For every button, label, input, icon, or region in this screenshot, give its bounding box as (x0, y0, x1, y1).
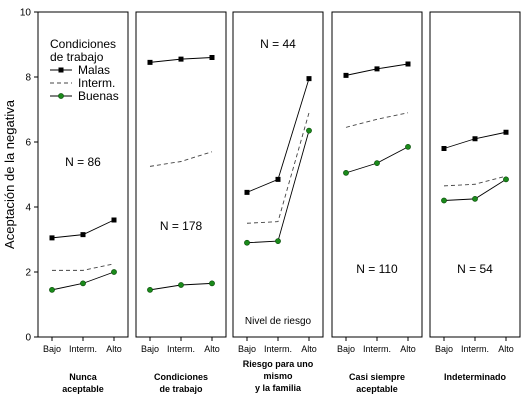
data-point-circle (275, 238, 281, 245)
data-point-circle (111, 269, 117, 275)
data-point-square (343, 72, 349, 78)
data-point-square (178, 56, 184, 62)
legend-marker-square (58, 67, 64, 73)
panel-label-line: mismo (263, 371, 293, 381)
x-tick-label: Bajo (141, 344, 159, 354)
x-tick-label: Bajo (238, 344, 256, 354)
series-line-interm (149, 151, 213, 167)
x-tick-label: Interm. (461, 344, 489, 354)
legend-title-line: de trabajo (50, 50, 104, 64)
series-line-malas (246, 78, 310, 193)
panel-label-line: Nunca (69, 372, 98, 382)
data-point-square (275, 176, 281, 182)
data-point-circle (209, 280, 215, 287)
panel-label: Nunca aceptable (62, 372, 104, 394)
panel-label-line: de trabajo (159, 384, 203, 394)
legend-entry-label: Malas (78, 63, 110, 77)
x-tick-label: Interm. (264, 344, 292, 354)
data-point-square (405, 61, 411, 67)
panel-label-line: Condiciones (154, 372, 208, 382)
data-point-circle (374, 160, 380, 167)
data-point-square (472, 136, 478, 142)
y-tick-label: 8 (25, 73, 31, 84)
data-point-circle (178, 282, 184, 288)
x-tick-label: Alto (106, 344, 122, 354)
y-tick-label: 4 (25, 203, 31, 214)
panel-frame (429, 11, 521, 338)
y-axis-label: Aceptación de la negativa (2, 99, 17, 249)
legend-title: Condiciones de trabajo (50, 37, 116, 64)
data-point-circle (472, 195, 478, 202)
data-point-circle (306, 127, 312, 134)
data-point-circle (49, 286, 55, 293)
y-tick-label: 2 (25, 268, 31, 279)
panel-label: Indeterminado (444, 372, 507, 382)
x-axis-annotation: Nivel de riesgo (245, 316, 312, 327)
x-tick-label: Bajo (43, 344, 61, 354)
series-line-interm (246, 112, 310, 224)
data-point-square (111, 217, 117, 223)
x-tick-label: Interm. (69, 344, 97, 354)
panel-n-label: N = 178 (160, 219, 203, 233)
data-point-square (441, 146, 447, 151)
x-tick-label: Alto (400, 344, 416, 354)
panel-label-line: Riesgo para uno (243, 359, 314, 369)
series-line-interm (345, 112, 409, 128)
data-point-square (147, 59, 153, 65)
x-tick-label: Alto (204, 344, 220, 354)
y-tick-label: 0 (25, 333, 31, 344)
panel-label-line: aceptable (356, 384, 398, 394)
legend-title-line: Condiciones (50, 37, 116, 51)
data-point-circle (503, 176, 509, 183)
data-point-square (209, 55, 215, 60)
series-line-buenas (345, 146, 409, 174)
x-tick-label: Bajo (337, 344, 355, 354)
x-tick-label: Alto (301, 344, 317, 354)
data-point-circle (343, 169, 349, 176)
series-line-interm (52, 263, 115, 271)
data-point-circle (147, 286, 153, 293)
panel-label: Riesgo para uno mismo y la familia (243, 359, 314, 393)
panel-label-line: Indeterminado (444, 372, 507, 382)
legend-entry-label: Interm. (78, 76, 115, 90)
panel-n-label: N = 86 (65, 155, 101, 169)
data-point-circle (244, 239, 250, 246)
panel-label: Casi siempre aceptable (349, 372, 405, 394)
data-point-square (503, 129, 509, 135)
legend-marker-circle (58, 93, 64, 99)
x-tick-label: Interm. (363, 344, 391, 354)
data-point-square (306, 76, 312, 82)
data-point-square (374, 66, 380, 72)
x-tick-label: Bajo (435, 344, 453, 354)
data-point-square (244, 189, 250, 195)
data-point-circle (405, 143, 411, 150)
data-point-square (49, 235, 55, 241)
data-point-circle (80, 280, 86, 287)
series-line-interm (443, 175, 507, 187)
panel-n-label: N = 110 (356, 262, 398, 276)
panel-label: Condiciones de trabajo (154, 372, 208, 394)
panel-label-line: y la familia (255, 383, 302, 393)
panel-label-line: Casi siempre (349, 372, 405, 382)
legend-entry-label: Buenas (78, 89, 119, 103)
x-tick-label: Alto (498, 344, 514, 354)
data-point-circle (441, 197, 447, 204)
series-line-buenas (246, 130, 310, 244)
data-point-square (80, 232, 86, 238)
x-tick-label: Interm. (167, 344, 195, 354)
panel-label-line: aceptable (62, 384, 104, 394)
y-tick-label: 10 (20, 8, 32, 19)
y-tick-label: 6 (25, 138, 31, 149)
panel-n-label: N = 54 (457, 262, 493, 276)
panel-n-label: N = 44 (260, 37, 296, 51)
panel-frame (232, 11, 324, 338)
